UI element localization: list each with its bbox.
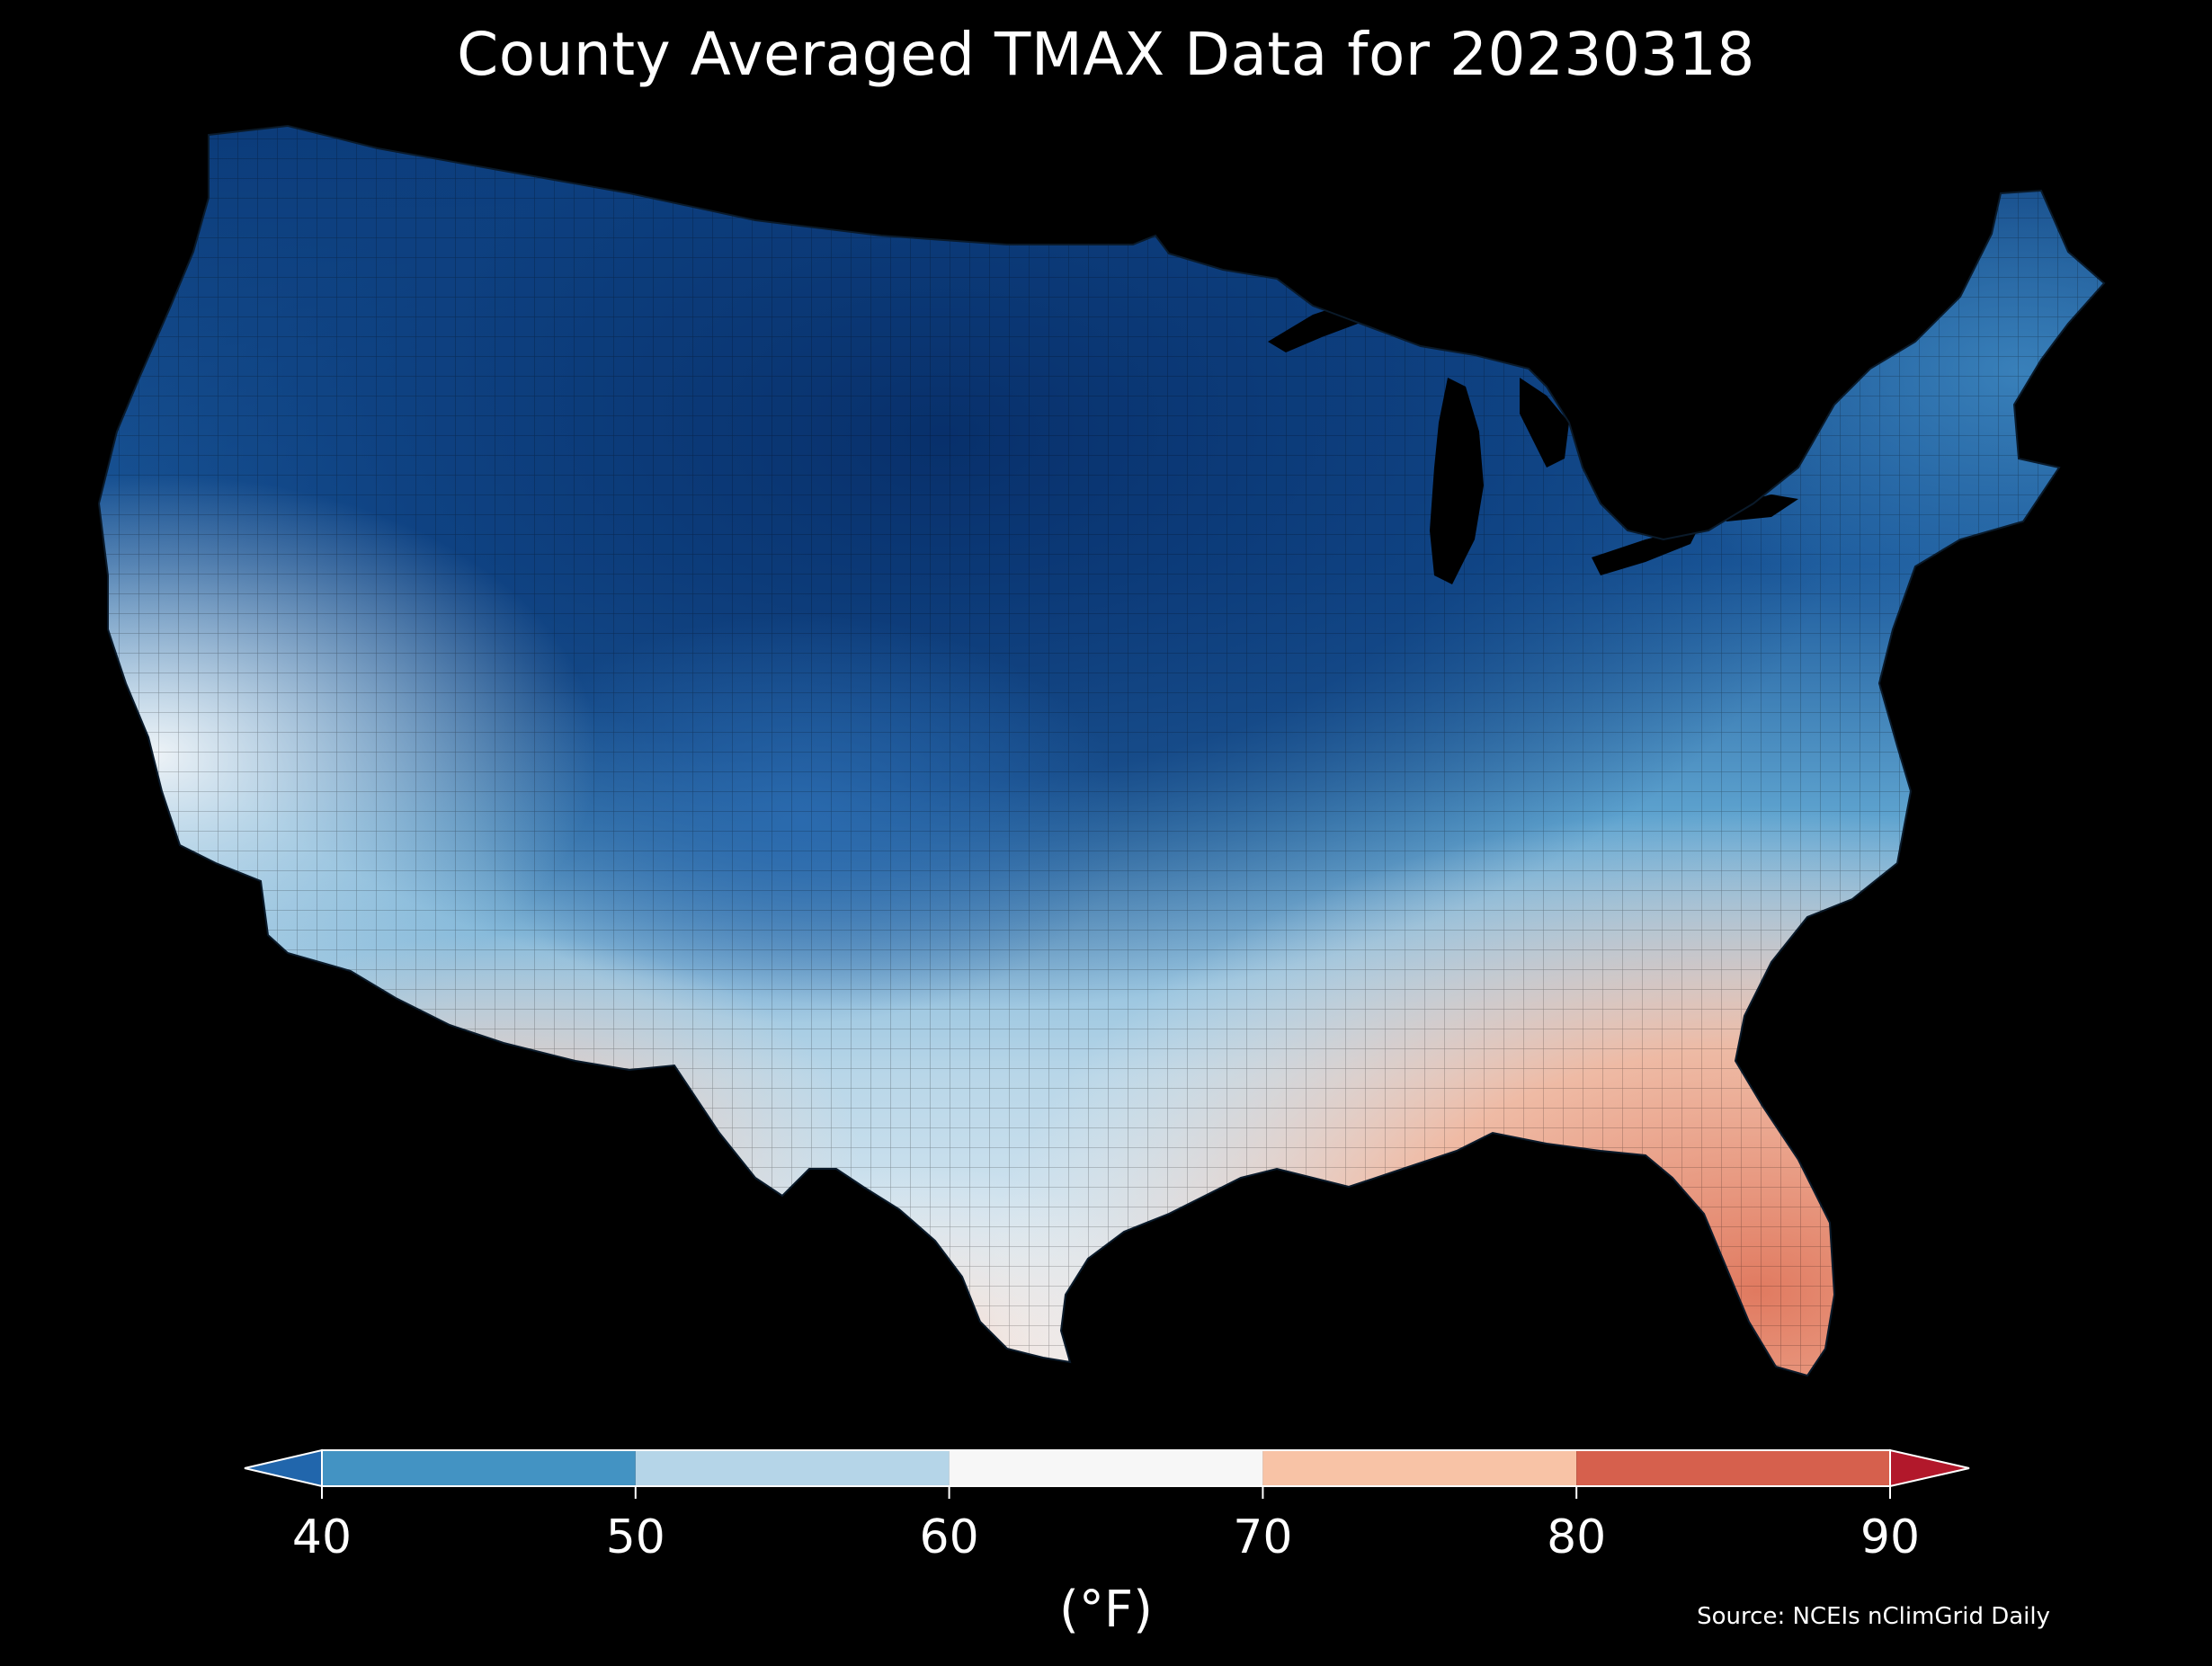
colorbar-tick-label-90: 90: [1860, 1510, 1921, 1564]
colorbar-tick-label-40: 40: [291, 1510, 352, 1564]
colorbar-bin-80-90: [1576, 1450, 1890, 1486]
great-lakes: [1268, 286, 1798, 584]
colorbar-tick-label-70: 70: [1233, 1510, 1293, 1564]
colorbar-tick-label-50: 50: [605, 1510, 665, 1564]
colorbar-bin-40-50: [322, 1450, 636, 1486]
lake-huron: [1520, 378, 1569, 468]
colorbar-bin-60-70: [949, 1450, 1263, 1486]
colorbar-bin-50-60: [635, 1450, 950, 1486]
colorbar-bins: [322, 1450, 1890, 1486]
colorbar-frame: [321, 1449, 1891, 1487]
colorbar-tick-label-80: 80: [1547, 1510, 1607, 1564]
colorbar-ticks: [321, 1486, 1891, 1499]
colorbar-unit-label: (°F): [1059, 1581, 1153, 1639]
colorbar-extend-high: [1889, 1448, 1970, 1488]
colorbar-extend-low: [244, 1448, 323, 1488]
lake-superior: [1268, 286, 1439, 352]
colorbar-bin-70-80: [1262, 1450, 1577, 1486]
source-credit: Source: NCEIs nClimGrid Daily: [1697, 1603, 2050, 1630]
map-title: County Averaged TMAX Data for 20230318: [457, 20, 1755, 89]
us-outline: [97, 124, 2106, 1377]
lake-michigan: [1430, 378, 1484, 584]
colorbar-tick-label-60: 60: [919, 1510, 979, 1564]
lake-ontario: [1717, 494, 1798, 521]
